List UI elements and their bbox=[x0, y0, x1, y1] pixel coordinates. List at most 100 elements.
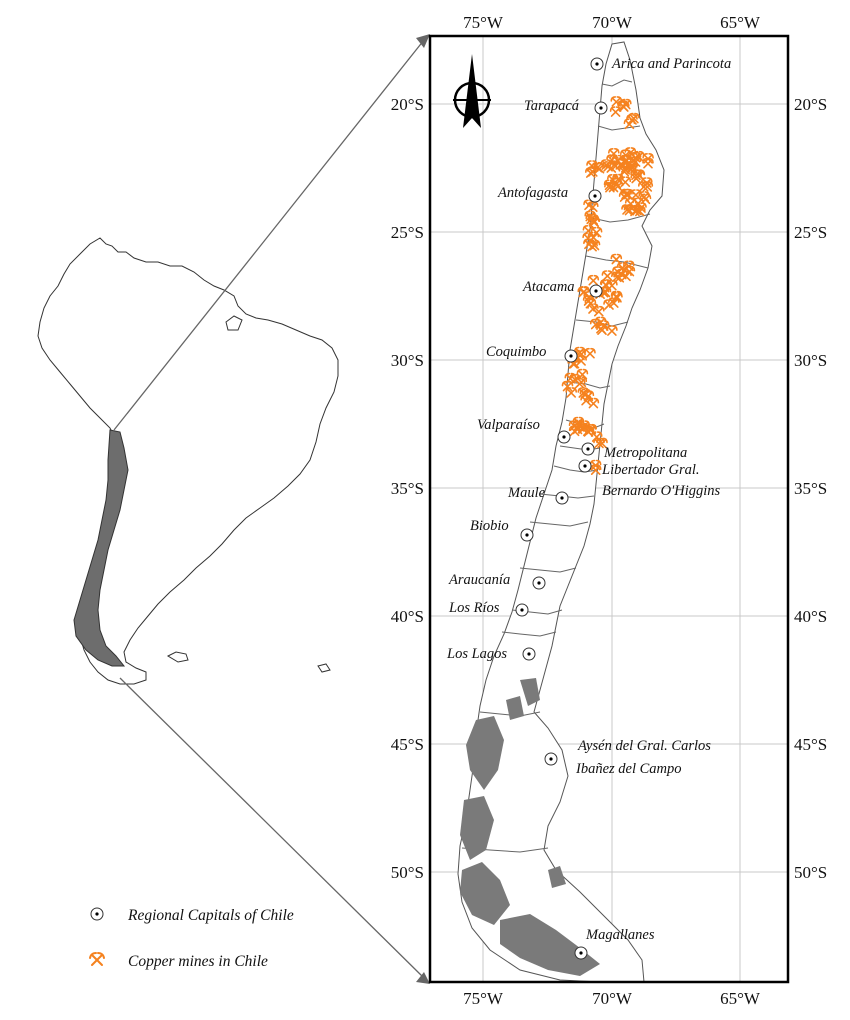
regional-capital-marker bbox=[590, 57, 604, 71]
copper-mine-marker bbox=[625, 162, 638, 173]
copper-mine-marker bbox=[588, 216, 601, 227]
regional-capital-marker bbox=[594, 101, 608, 115]
copper-mine-marker bbox=[588, 239, 601, 251]
lat-tick-left-3: 35°S bbox=[391, 479, 424, 498]
legend: Regional Capitals of Chile Copper mines … bbox=[89, 907, 294, 970]
regional-capital-marker bbox=[574, 946, 588, 960]
copper-mine-marker bbox=[594, 316, 607, 328]
lat-tick-right-6: 50°S bbox=[794, 863, 827, 882]
connector-bottom-arrowhead bbox=[416, 972, 430, 984]
copper-mine-marker bbox=[610, 290, 623, 302]
southern-archipelago bbox=[460, 678, 600, 976]
copper-mine-marker bbox=[564, 372, 577, 384]
south-america-outline bbox=[37, 237, 339, 685]
circle-dot-icon bbox=[90, 907, 104, 921]
lat-tick-left-2: 30°S bbox=[391, 351, 424, 370]
connector-top-arrowhead bbox=[416, 34, 430, 48]
lat-tick-right-5: 45°S bbox=[794, 735, 827, 754]
copper-mine-marker bbox=[610, 96, 623, 107]
copper-mine-marker bbox=[626, 114, 638, 125]
label-atacama: Atacama bbox=[522, 279, 575, 295]
copper-mine-marker bbox=[591, 161, 604, 173]
label-aysen-line1: Aysén del Gral. Carlos bbox=[577, 738, 711, 754]
copper-mine-marker bbox=[619, 98, 632, 110]
copper-mine-marker bbox=[575, 376, 588, 388]
lat-tick-right-1: 25°S bbox=[794, 223, 827, 242]
legend-capitals-label: Regional Capitals of Chile bbox=[127, 907, 294, 924]
copper-mine-marker bbox=[615, 268, 628, 280]
lon-tick-bottom-0: 75°W bbox=[463, 989, 504, 1008]
region-labels: Arica and Parincota Tarapacá Antofagasta… bbox=[446, 56, 731, 943]
copper-mine-marker bbox=[632, 150, 645, 162]
lat-tick-left-1: 25°S bbox=[391, 223, 424, 242]
inset-south-america bbox=[37, 237, 339, 685]
copper-mine-marker bbox=[622, 260, 635, 272]
copper-mine-marker bbox=[624, 198, 637, 209]
lon-tick-top-0: 75°W bbox=[463, 13, 504, 32]
regional-capital-marker bbox=[578, 459, 592, 473]
regional-capital-marker bbox=[581, 442, 595, 456]
copper-mine-marker bbox=[606, 279, 618, 291]
lon-tick-bottom-1: 70°W bbox=[592, 989, 633, 1008]
regional-capital-marker bbox=[515, 603, 529, 617]
label-biobio: Biobio bbox=[470, 518, 509, 534]
regional-capital-marker bbox=[544, 752, 558, 766]
connector-lines bbox=[113, 34, 430, 984]
copper-mines-layer bbox=[561, 96, 654, 476]
trinidad-outline bbox=[225, 315, 243, 331]
copper-mine-marker bbox=[600, 159, 613, 170]
connector-bottom bbox=[119, 677, 425, 979]
copper-mine-marker bbox=[596, 437, 608, 449]
island-outline bbox=[317, 663, 331, 673]
lon-tick-top-2: 65°W bbox=[720, 13, 761, 32]
regional-capital-marker bbox=[520, 528, 534, 542]
lat-tick-left-4: 40°S bbox=[391, 607, 424, 626]
label-tarapaca: Tarapacá bbox=[524, 98, 579, 114]
regional-capital-marker bbox=[564, 349, 578, 363]
lat-tick-right-0: 20°S bbox=[794, 95, 827, 114]
pickaxe-icon bbox=[89, 952, 105, 966]
label-valparaiso: Valparaíso bbox=[477, 417, 540, 433]
label-maule: Maule bbox=[507, 485, 546, 501]
regional-capital-marker bbox=[555, 491, 569, 505]
label-magallanes: Magallanes bbox=[585, 927, 655, 943]
label-loslagos: Los Lagos bbox=[446, 646, 507, 662]
lat-tick-left-6: 50°S bbox=[391, 863, 424, 882]
copper-mine-marker bbox=[620, 188, 632, 200]
regional-capital-marker bbox=[532, 576, 546, 590]
copper-mine-marker bbox=[587, 303, 599, 314]
regional-capital-marker bbox=[588, 189, 602, 203]
label-losrios: Los Ríos bbox=[448, 600, 500, 616]
copper-mine-marker bbox=[578, 420, 591, 431]
lat-tick-left-5: 45°S bbox=[391, 735, 424, 754]
label-aysen-line2: Ibañez del Campo bbox=[575, 761, 682, 777]
copper-mine-marker bbox=[630, 189, 642, 200]
copper-mine-marker bbox=[610, 253, 623, 265]
copper-mine-marker bbox=[624, 147, 637, 158]
label-ohiggins-line2: Bernardo O'Higgins bbox=[602, 483, 721, 499]
lat-tick-right-3: 35°S bbox=[794, 479, 827, 498]
copper-mine-marker bbox=[582, 390, 595, 402]
copper-mine-marker bbox=[604, 181, 616, 193]
copper-mine-marker bbox=[642, 157, 654, 169]
label-arica: Arica and Parincota bbox=[611, 56, 731, 72]
connector-top bbox=[113, 39, 425, 431]
copper-mine-marker bbox=[609, 106, 622, 117]
copper-mine-marker bbox=[630, 172, 643, 184]
label-araucania: Araucanía bbox=[448, 572, 510, 588]
lon-tick-bottom-2: 65°W bbox=[720, 989, 761, 1008]
regional-capital-marker bbox=[589, 284, 603, 298]
main-map: Arica and Parincota Tarapacá Antofagasta… bbox=[391, 13, 828, 1008]
falklands-outline bbox=[166, 651, 189, 663]
lat-tick-right-2: 30°S bbox=[794, 351, 827, 370]
label-coquimbo: Coquimbo bbox=[486, 344, 546, 360]
north-arrow-icon bbox=[453, 54, 491, 128]
copper-mine-marker bbox=[582, 225, 595, 236]
label-ohiggins-line1: Libertador Gral. bbox=[601, 462, 700, 478]
lat-tick-left-0: 20°S bbox=[391, 95, 424, 114]
label-antofagasta: Antofagasta bbox=[497, 185, 568, 201]
copper-mine-marker bbox=[577, 286, 590, 298]
regional-capital-marker bbox=[522, 647, 536, 661]
chile-main-outline bbox=[457, 41, 665, 983]
